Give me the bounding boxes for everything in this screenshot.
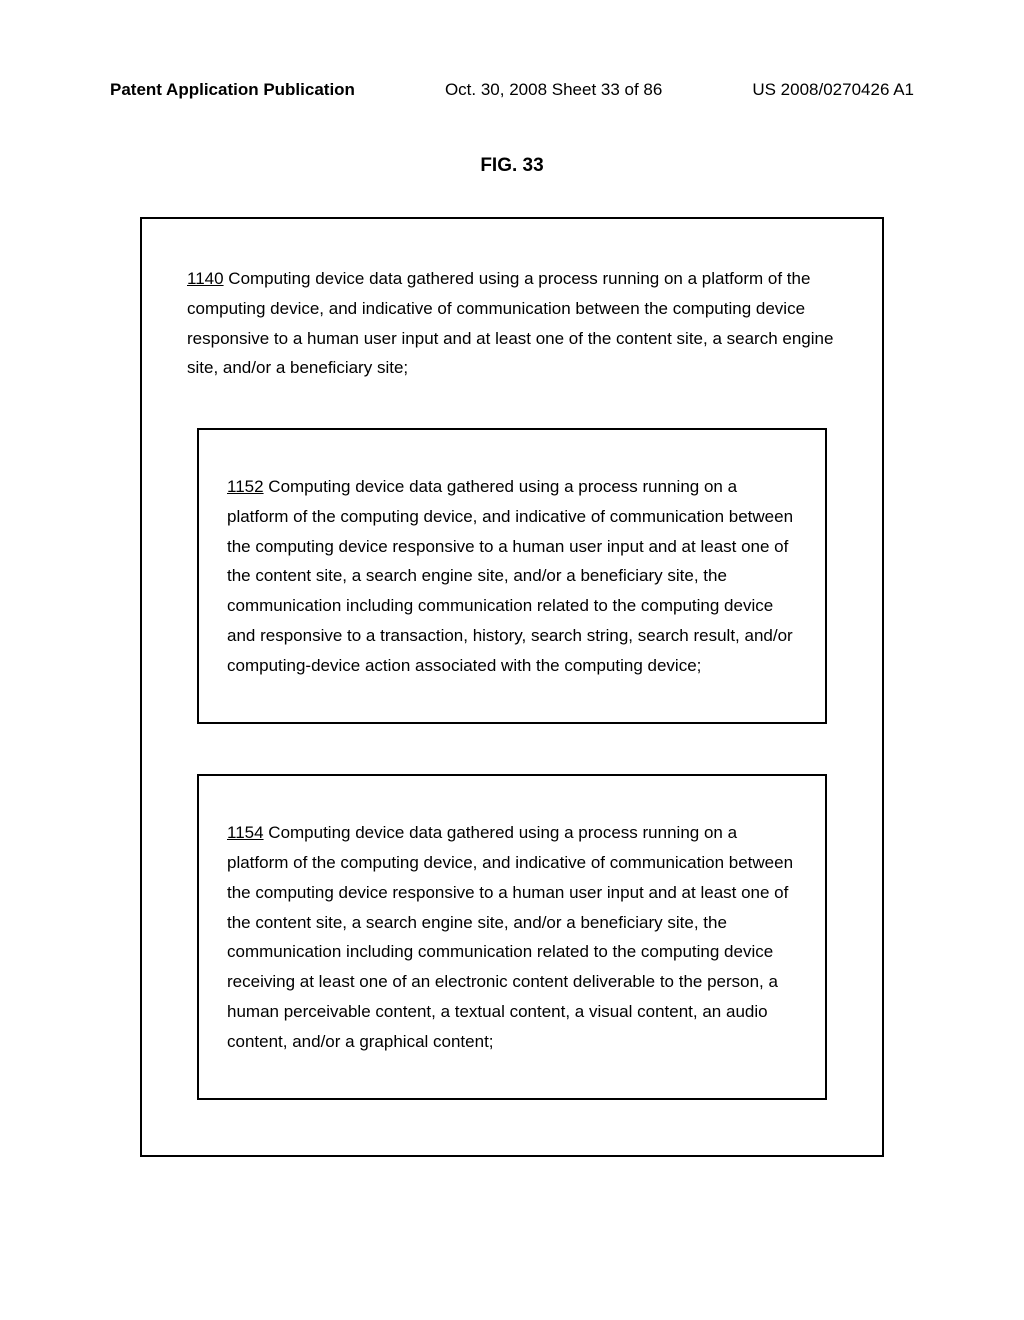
header-date-sheet: Oct. 30, 2008 Sheet 33 of 86 [445,80,662,100]
outer-box-content: Computing device data gathered using a p… [187,269,833,377]
ref-num-1154: 1154 [227,823,264,842]
page-container: Patent Application Publication Oct. 30, … [0,0,1024,1320]
inner-box-1154-content: Computing device data gathered using a p… [227,823,793,1050]
header-publication-label: Patent Application Publication [110,80,355,100]
inner-box-1152-content: Computing device data gathered using a p… [227,477,793,675]
outer-box-text: 1140 Computing device data gathered usin… [177,264,847,383]
figure-label: FIG. 33 [110,155,914,177]
inner-box-1154: 1154 Computing device data gathered usin… [197,774,827,1100]
page-header: Patent Application Publication Oct. 30, … [110,80,914,100]
ref-num-1152: 1152 [227,477,264,496]
outer-box: 1140 Computing device data gathered usin… [140,217,884,1157]
inner-box-1152-text: 1152 Computing device data gathered usin… [227,472,797,680]
header-publication-number: US 2008/0270426 A1 [752,80,914,100]
ref-num-1140: 1140 [187,269,224,288]
inner-box-1152: 1152 Computing device data gathered usin… [197,428,827,724]
inner-box-1154-text: 1154 Computing device data gathered usin… [227,818,797,1056]
